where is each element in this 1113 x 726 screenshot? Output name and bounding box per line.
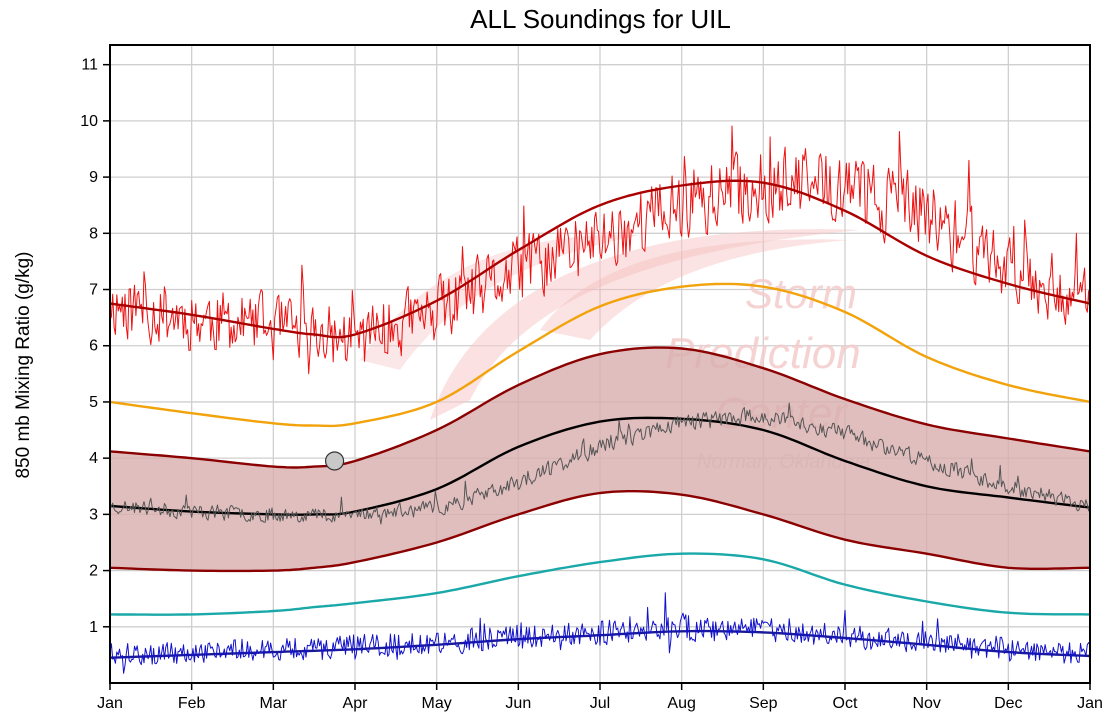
y-tick-label: 9	[89, 169, 98, 186]
x-tick-label: Jan	[97, 695, 123, 712]
y-tick-label: 5	[89, 394, 98, 411]
series-lower-percentile	[110, 552, 1090, 616]
series-band-lower	[109, 490, 1090, 573]
watermark-swoosh	[540, 239, 850, 340]
percentile-band	[110, 347, 1090, 571]
series-daily-sounding	[109, 402, 1091, 525]
x-tick-label: Dec	[994, 695, 1022, 712]
axes: Jan Feb Mar Apr May Jun Jul Aug Sep Oct Nov Dec Jan 1…	[80, 44, 1103, 712]
y-tick-label: 8	[89, 225, 98, 242]
series-daily-max	[109, 125, 1091, 375]
x-tick-label: Apr	[343, 695, 369, 712]
chart-title: ALL Soundings for UIL	[470, 4, 731, 34]
y-tick-label: 1	[89, 619, 98, 636]
watermark-swoosh	[430, 229, 860, 420]
y-tick-label: 4	[89, 450, 98, 467]
x-tick-label: Aug	[667, 695, 695, 712]
x-tick-label: Feb	[178, 695, 206, 712]
y-tick-label: 2	[89, 563, 98, 580]
x-tick-label: Mar	[260, 695, 288, 712]
y-tick-label: 11	[81, 57, 98, 74]
x-tick-label: Oct	[833, 695, 858, 712]
marker-layer	[324, 451, 345, 471]
y-tick-label: 7	[89, 282, 98, 299]
x-tick-label: Jul	[590, 695, 610, 712]
series-mean	[109, 416, 1091, 516]
grid	[109, 45, 1091, 683]
series-min-smooth	[109, 629, 1091, 659]
series-band-upper	[109, 346, 1091, 469]
series-daily-min	[109, 592, 1091, 674]
x-tick-label: Nov	[912, 695, 940, 712]
y-tick-label: 10	[80, 113, 98, 130]
x-tick-label: Sep	[749, 695, 778, 712]
y-tick-label: 3	[89, 506, 98, 523]
series-layer	[109, 125, 1091, 674]
x-tick-label: May	[422, 695, 452, 712]
data-marker	[324, 451, 345, 471]
band-fill	[110, 347, 1090, 571]
x-tick-label: Jan	[1077, 695, 1103, 712]
series-upper-percentile	[109, 282, 1091, 428]
y-tick-label: 6	[89, 338, 98, 355]
series-max-smooth	[109, 179, 1091, 339]
x-tick-label: Jun	[505, 695, 531, 712]
